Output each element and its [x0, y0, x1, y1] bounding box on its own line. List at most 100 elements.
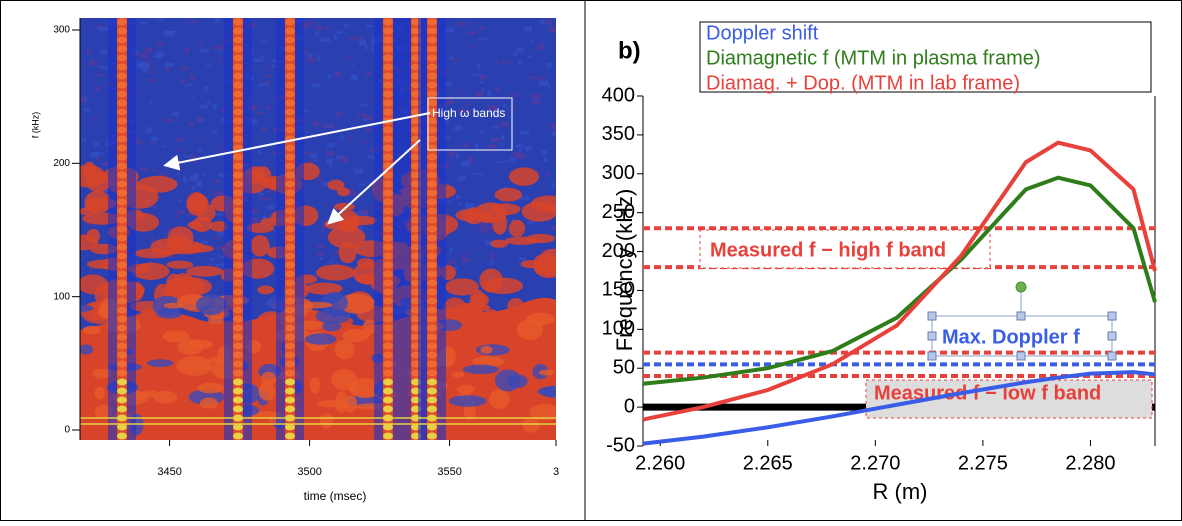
spec-noise — [335, 112, 343, 117]
spec-noise — [215, 18, 221, 23]
spec-noise — [551, 182, 555, 188]
spec-dot — [383, 423, 393, 431]
annotation-box — [427, 97, 513, 151]
spec-noise — [525, 146, 533, 152]
spec-noise — [215, 213, 223, 216]
spec-blob — [537, 386, 556, 397]
spec-dot — [427, 198, 437, 206]
spec-dot — [383, 306, 393, 314]
spec-dot — [383, 378, 393, 386]
spec-dot — [117, 315, 127, 323]
annotation: High ω bands — [432, 106, 505, 120]
spec-dot — [427, 432, 437, 440]
spec-blob — [448, 395, 487, 407]
spec-dot — [117, 162, 127, 170]
spec-noise — [198, 138, 201, 142]
spec-noise — [156, 41, 164, 46]
spec-dot — [383, 261, 393, 269]
spec-noise — [457, 21, 466, 26]
y-tick-label: 400 — [602, 84, 635, 106]
spec-noise — [268, 66, 275, 69]
legend-entry: Diamagnetic f (MTM in plasma frame) — [706, 47, 1041, 69]
spec-dot — [285, 54, 295, 62]
spec-noise — [465, 103, 472, 106]
spec-dot — [285, 90, 295, 98]
spec-noise — [185, 83, 194, 86]
spec-noise — [548, 84, 551, 90]
spec-noise — [208, 165, 211, 169]
spec-noise — [515, 47, 524, 53]
spec-noise — [148, 78, 155, 82]
spec-noise — [265, 74, 272, 78]
spec-noise — [343, 24, 349, 28]
spec-noise — [99, 49, 108, 54]
spec-dot — [427, 99, 437, 107]
x-tick-label: 2.280 — [1065, 452, 1115, 474]
y-tick-label: 250 — [602, 201, 635, 223]
spec-noise — [250, 208, 259, 213]
spec-noise — [317, 244, 325, 249]
spec-dot — [117, 369, 127, 377]
spec-dot — [285, 270, 295, 278]
spec-blob — [80, 207, 98, 216]
spec-dot — [285, 63, 295, 71]
spec-dot — [427, 90, 437, 98]
spec-noise — [85, 221, 93, 226]
spec-noise — [555, 21, 556, 25]
spec-dot — [383, 36, 393, 44]
left-axes: 0 100 200 300 3450 3500 3550 3 f (kHz) time (msec… — [30, 18, 559, 503]
spec-noise — [171, 111, 180, 116]
spec-noise — [219, 48, 223, 52]
spec-blob — [529, 403, 556, 421]
spec-blob — [335, 391, 348, 414]
spec-noise — [134, 140, 143, 145]
spec-noise — [190, 154, 196, 158]
spec-noise — [549, 20, 553, 27]
spec-blob — [474, 202, 507, 224]
spec-blob — [80, 304, 94, 312]
spec-noise — [258, 83, 268, 87]
spec-noise — [92, 118, 99, 121]
spec-noise — [548, 27, 556, 33]
spec-noise — [196, 116, 202, 123]
spec-dot — [427, 153, 437, 161]
spec-dot — [383, 207, 393, 215]
handle — [1016, 351, 1026, 361]
spec-blob — [455, 209, 481, 222]
spec-dot — [117, 27, 127, 35]
x-tick-label: 3450 — [157, 466, 181, 478]
spec-noise — [359, 183, 366, 186]
y-tick-label: 200 — [602, 240, 635, 262]
spec-dot — [383, 54, 393, 62]
spec-blob — [533, 256, 556, 279]
spec-blob — [483, 277, 524, 295]
spec-noise — [466, 32, 475, 35]
spec-noise — [159, 55, 163, 59]
spec-noise — [367, 155, 375, 159]
spec-dot — [233, 333, 243, 341]
spec-dot — [233, 225, 243, 233]
spec-dot — [285, 207, 295, 215]
spec-dot — [117, 180, 127, 188]
spec-noise — [310, 153, 318, 158]
spec-dot — [117, 225, 127, 233]
spec-noise — [501, 121, 508, 127]
spec-dot — [233, 288, 243, 296]
spec-dot — [285, 387, 295, 395]
spec-noise — [199, 118, 206, 122]
spec-dot — [233, 324, 243, 332]
spec-dot — [233, 54, 243, 62]
spec-noise — [459, 90, 463, 93]
spec-noise — [353, 225, 364, 232]
legend-box — [699, 21, 1152, 93]
spec-dot — [427, 270, 437, 278]
handle — [927, 311, 937, 321]
spec-dot — [285, 306, 295, 314]
spec-dot — [383, 135, 393, 143]
spec-noise — [371, 41, 377, 46]
spec-noise — [178, 199, 184, 202]
spec-noise — [491, 126, 498, 129]
y-tick-label: 100 — [53, 291, 70, 302]
spec-noise — [166, 31, 177, 34]
spec-noise — [247, 104, 258, 110]
